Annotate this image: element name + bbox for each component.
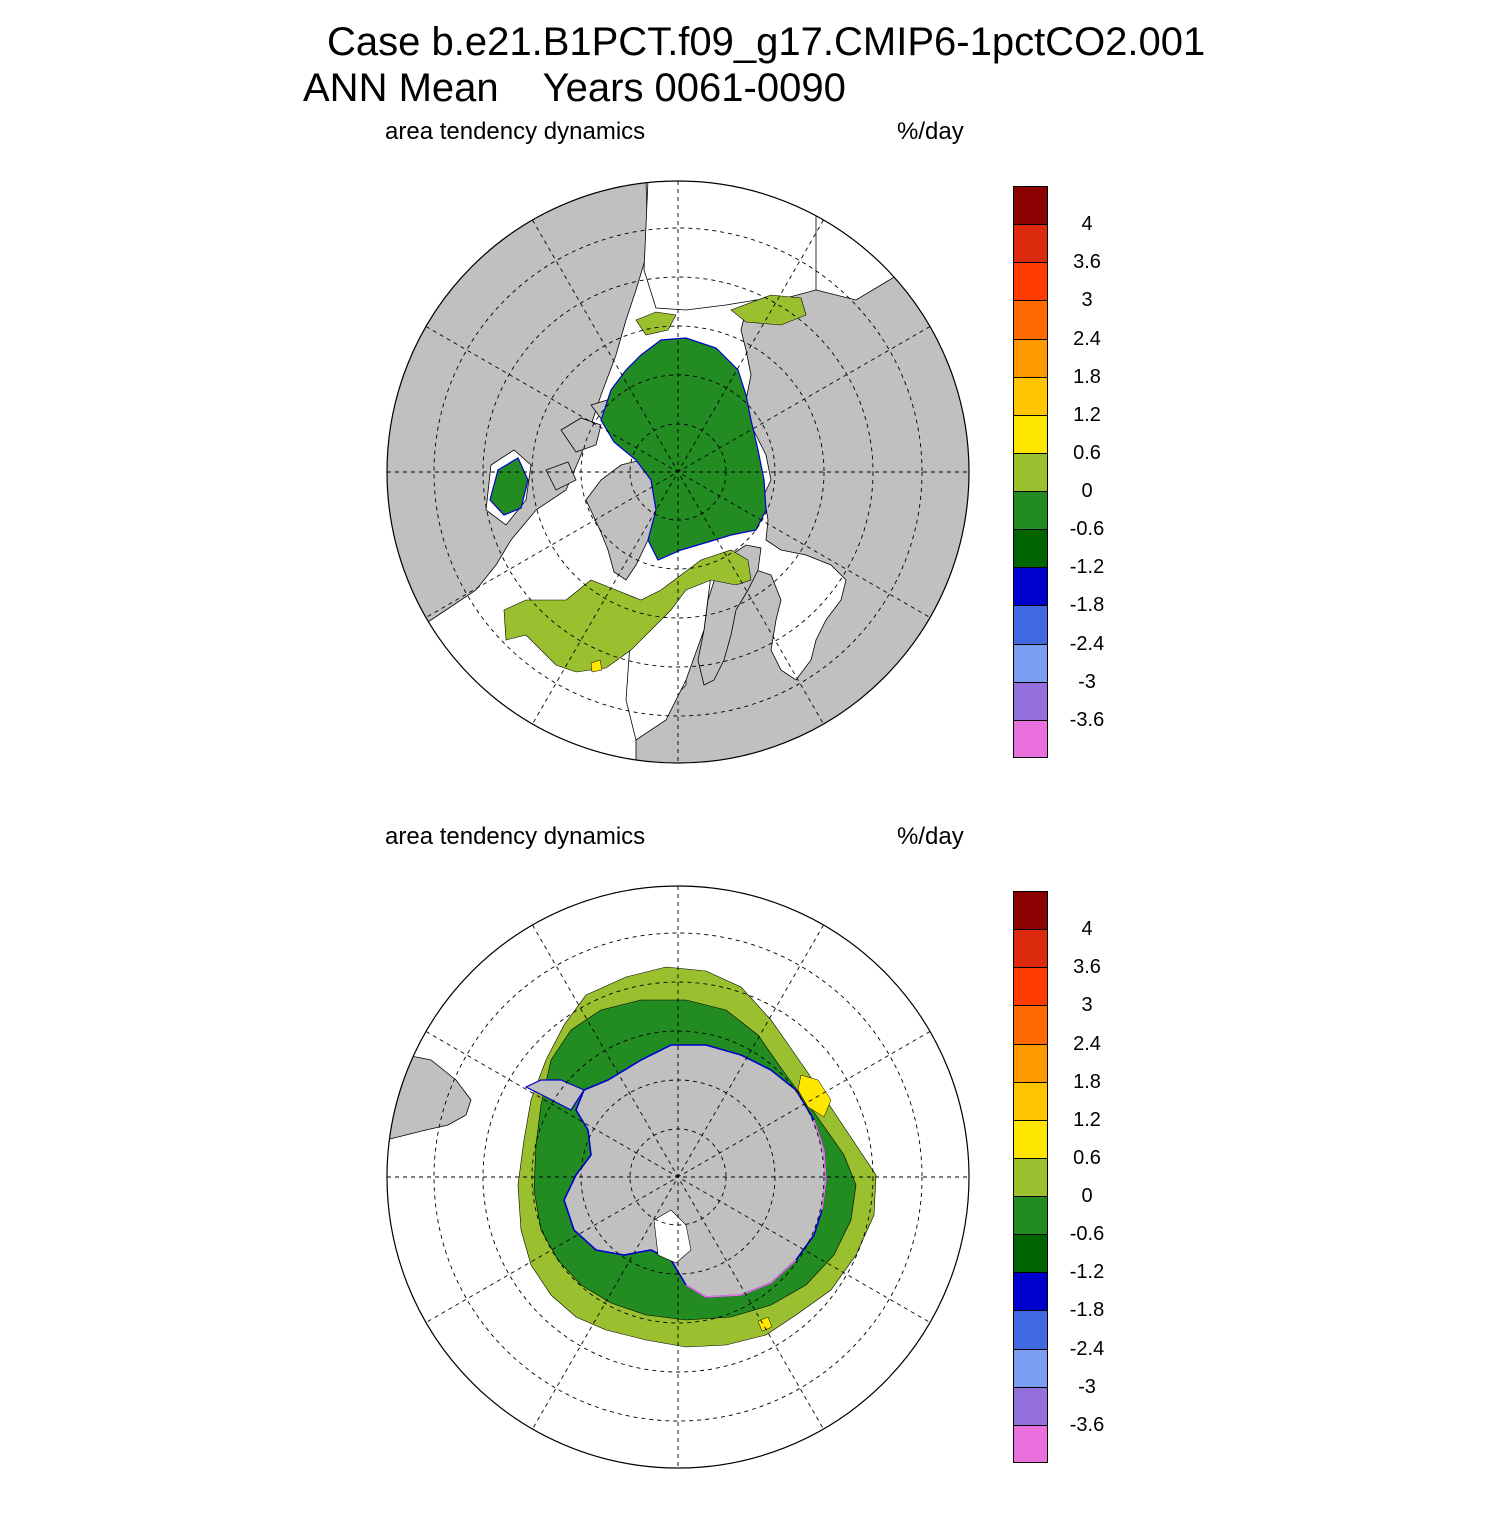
colorbar-swatch [1013, 1234, 1048, 1273]
colorbar-swatch [1013, 605, 1048, 644]
colorbar-swatch [1013, 1424, 1048, 1463]
colorbar-label: 4 [1081, 918, 1093, 941]
colorbar-swatch [1013, 1196, 1048, 1235]
colorbar-swatch [1013, 719, 1048, 758]
colorbar-swatch [1013, 1386, 1048, 1425]
colorbar-label: 4 [1081, 213, 1093, 236]
colorbar-swatch [1013, 300, 1048, 339]
colorbar-label: -3.6 [1069, 708, 1105, 731]
ice-increase-yellow [797, 1074, 832, 1118]
land-south-america [387, 1054, 472, 1141]
land-north-america [387, 181, 649, 641]
colorbar-swatch [1013, 491, 1048, 530]
arctic-polar-map [386, 180, 970, 764]
colorbar-swatch [1013, 186, 1048, 225]
colorbar-swatch [1013, 1157, 1048, 1197]
panel-units-label: %/day [897, 823, 964, 850]
colorbar-swatch [1013, 567, 1048, 606]
colorbar-label: 0.6 [1073, 1146, 1101, 1169]
colorbar-label: 1.2 [1073, 403, 1101, 426]
colorbar-swatch [1013, 1310, 1048, 1349]
colorbar-swatch [1013, 338, 1048, 377]
colorbar-label: -2.4 [1069, 632, 1105, 655]
colorbar-swatch [1013, 1043, 1048, 1082]
colorbar-swatch [1013, 1081, 1048, 1120]
years-label: Years 0061-0090 [542, 66, 846, 110]
antarctic-polar-map [386, 885, 970, 1469]
colorbar-label: 0 [1081, 480, 1093, 503]
colorbar-label: 3 [1081, 289, 1093, 312]
colorbar: 4 3.6 3 2.4 1.8 1.2 0.6 0 -0.6 -1.2 -1.8 -2.4 -3 -3.6 [1013, 891, 1123, 1463]
colorbar-label: -3 [1078, 670, 1096, 693]
ice-margin-atlantic [503, 549, 752, 673]
colorbar-swatch [1013, 1348, 1048, 1387]
colorbar-swatch [1013, 967, 1048, 1006]
colorbar-label: 0.6 [1073, 441, 1101, 464]
colorbar-label: 3.6 [1073, 251, 1101, 274]
colorbar-swatch [1013, 376, 1048, 415]
period-title: ANN Mean Years 0061-0090 [303, 64, 846, 112]
land-antarctic-peninsula [524, 1079, 585, 1111]
colorbar-swatch [1013, 262, 1048, 301]
colorbar-label: 1.8 [1073, 1070, 1101, 1093]
colorbar-label: -2.4 [1069, 1337, 1105, 1360]
ice-increase-yellow-small [757, 1316, 773, 1332]
colorbar-label: -1.2 [1069, 1261, 1105, 1284]
ice-central-arctic [600, 337, 767, 561]
colorbar-label: 3 [1081, 994, 1093, 1017]
colorbar-label: 3.6 [1073, 956, 1101, 979]
colorbar-label: 0 [1081, 1185, 1093, 1208]
edge-pink [685, 1119, 827, 1298]
panel-variable-label: area tendency dynamics [385, 823, 646, 850]
colorbar-swatch [1013, 1005, 1048, 1044]
colorbar-label: -1.8 [1069, 1299, 1105, 1322]
colorbar-swatch [1013, 529, 1048, 568]
colorbar-label: 1.2 [1073, 1108, 1101, 1131]
colorbar-label: -3 [1078, 1375, 1096, 1398]
graticule [387, 886, 969, 1468]
figure-title: Case b.e21.B1PCT.f09_g17.CMIP6-1pctCO2.0… [0, 0, 1500, 110]
colorbar-swatch [1013, 681, 1048, 720]
colorbar: 4 3.6 3 2.4 1.8 1.2 0.6 0 -0.6 -1.2 -1.8 -2.4 -3 -3.6 [1013, 186, 1123, 758]
panel-south: area tendency dynamics %/day [0, 815, 1500, 1520]
colorbar-swatch [1013, 1119, 1048, 1158]
colorbar-swatch [1013, 1272, 1048, 1311]
panel-variable-label: area tendency dynamics [385, 118, 646, 145]
colorbar-swatch [1013, 891, 1048, 930]
colorbar-swatch [1013, 452, 1048, 492]
colorbar-swatch [1013, 643, 1048, 682]
panel-units-label: %/day [897, 118, 964, 145]
period-label: ANN Mean [303, 66, 499, 110]
colorbar-label: 2.4 [1073, 327, 1101, 350]
colorbar-label: -1.8 [1069, 594, 1105, 617]
colorbar-swatch [1013, 224, 1048, 263]
colorbar-label: -3.6 [1069, 1413, 1105, 1436]
ice-margin-pacific [635, 294, 807, 336]
case-title: Case b.e21.B1PCT.f09_g17.CMIP6-1pctCO2.0… [327, 20, 1206, 64]
graticule [387, 181, 969, 763]
colorbar-swatch [1013, 929, 1048, 968]
water-north-pacific [643, 181, 817, 311]
colorbar-label: -1.2 [1069, 556, 1105, 579]
colorbar-label: -0.6 [1069, 1223, 1105, 1246]
ice-increase-spot [590, 659, 603, 673]
colorbar-swatch [1013, 414, 1048, 453]
colorbar-label: 2.4 [1073, 1032, 1101, 1055]
panel-north: area tendency dynamics %/day [0, 110, 1500, 815]
ross-ice-shelf [653, 1209, 692, 1264]
colorbar-label: -0.6 [1069, 518, 1105, 541]
colorbar-label: 1.8 [1073, 365, 1101, 388]
